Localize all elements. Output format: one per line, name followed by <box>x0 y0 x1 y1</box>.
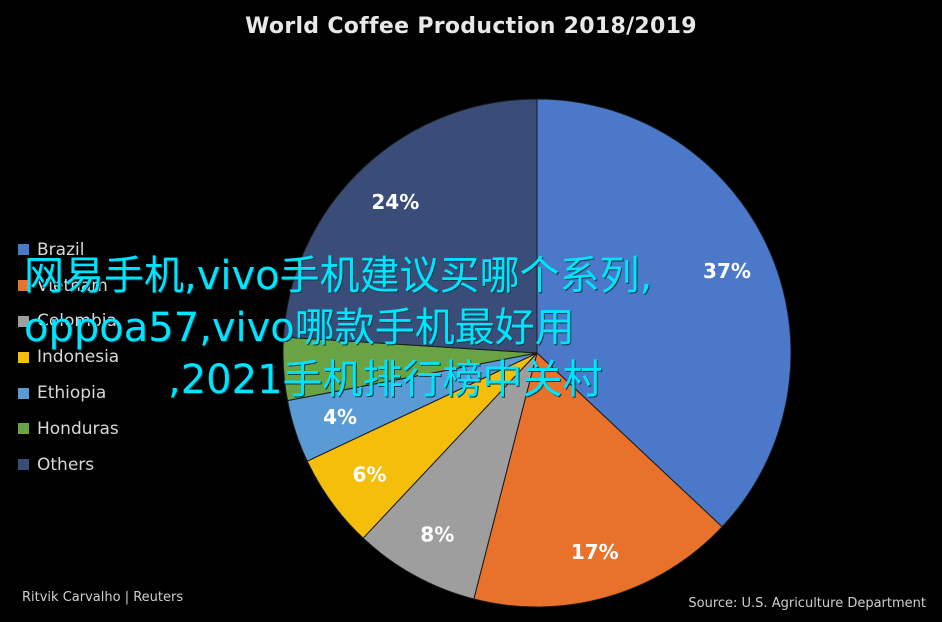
slice-label-others: 24% <box>371 190 419 214</box>
pie-slice-brazil <box>536 98 792 528</box>
legend-label: Vietnam <box>37 275 108 296</box>
author-credit: Ritvik Carvalho | Reuters <box>22 590 184 605</box>
legend-swatch <box>18 459 29 471</box>
legend-item-ethiopia: Ethiopia <box>18 375 119 411</box>
source-credit: Source: U.S. Agriculture Department <box>688 596 926 611</box>
legend-label: Brazil <box>37 239 85 260</box>
legend-swatch <box>18 351 29 363</box>
legend-label: Ethiopia <box>37 383 107 404</box>
legend-label: Colombia <box>37 311 117 332</box>
watermark-overlay-text: 网易手机,vivo手机建议买哪个系列, oppoa57,vivo哪款手机最好用 … <box>0 250 942 406</box>
overlay-line-1: 网易手机,vivo手机建议买哪个系列, <box>24 253 653 299</box>
legend-swatch <box>18 423 29 435</box>
slice-label-ethiopia: 4% <box>323 405 357 429</box>
legend-label: Honduras <box>37 418 119 439</box>
legend-swatch <box>18 387 29 399</box>
legend-item-brazil: Brazil <box>18 232 119 268</box>
legend-item-indonesia: Indonesia <box>18 339 119 375</box>
chart-title: World Coffee Production 2018/2019 <box>245 14 697 39</box>
legend-swatch <box>18 244 29 256</box>
legend-swatch <box>18 280 29 292</box>
legend-label: Indonesia <box>37 347 120 368</box>
slice-label-colombia: 8% <box>420 522 454 546</box>
pie-slice-others <box>282 98 538 354</box>
legend-item-others: Others <box>18 447 119 483</box>
slice-label-indonesia: 6% <box>353 463 387 487</box>
overlay-line-2: oppoa57,vivo哪款手机最好用 <box>24 305 575 351</box>
legend-item-colombia: Colombia <box>18 304 119 340</box>
pie-slice-vietnam <box>473 352 723 608</box>
slice-label-brazil: 37% <box>703 259 751 283</box>
overlay-line-3: ,2021手机排行榜中关村 <box>168 357 603 403</box>
pie-slice-colombia <box>362 352 538 600</box>
legend-label: Others <box>37 454 95 475</box>
legend-item-vietnam: Vietnam <box>18 268 119 304</box>
legend: Brazil Vietnam Colombia Indonesia Ethiopia Ho… <box>18 232 119 483</box>
legend-swatch <box>18 315 29 327</box>
slice-label-vietnam: 17% <box>571 540 619 564</box>
legend-item-honduras: Honduras <box>18 411 119 447</box>
